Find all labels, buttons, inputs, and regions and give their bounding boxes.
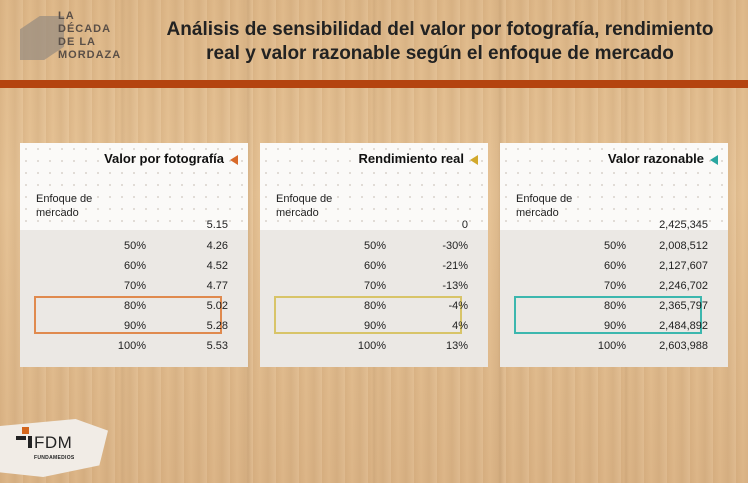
table-row: 90% 2,484,892 [500, 317, 728, 337]
row-pct: 90% [123, 320, 146, 332]
table-row: 70% 4.77 [20, 277, 248, 297]
row-value: -30% [442, 240, 468, 252]
row-pct: 80% [603, 300, 626, 312]
row-value: 2,008,512 [659, 240, 708, 252]
base-value: 2,425,345 [659, 219, 708, 231]
row-value: 4.52 [206, 260, 228, 272]
row-value: 4.26 [206, 240, 228, 252]
panel-title: Rendimiento real [358, 151, 464, 166]
table-row: 70% -13% [260, 277, 488, 297]
row-pct: 50% [123, 240, 146, 252]
row-value: 2,127,607 [659, 260, 708, 272]
panel-valor-por-fotografia: Valor por fotografía Enfoque de mercado … [20, 143, 248, 367]
panel-header: Valor razonable Enfoque de mercado 2,425… [500, 143, 728, 231]
row-pct: 90% [603, 320, 626, 332]
panel-header: Valor por fotografía Enfoque de mercado … [20, 143, 248, 231]
panel-valor-razonable: Valor razonable Enfoque de mercado 2,425… [500, 143, 728, 367]
arrow-left-icon [470, 155, 478, 165]
table-row: 100% 5.53 [20, 337, 248, 357]
footer-logo-sub: FUNDAMEDIOS [34, 455, 75, 461]
table-row: 90% 4% [260, 317, 488, 337]
row-pct: 80% [363, 300, 386, 312]
accent-bar [0, 80, 748, 88]
row-pct: 90% [363, 320, 386, 332]
row-value: -21% [442, 260, 468, 272]
panel-title: Valor razonable [607, 151, 704, 166]
panel-header: Rendimiento real Enfoque de mercado 0 [260, 143, 488, 231]
table-row: 50% 4.26 [20, 237, 248, 257]
logo-bar-icon [28, 436, 32, 448]
highlight-box [34, 296, 222, 334]
row-value: -13% [442, 280, 468, 292]
table-row: 80% 5.02 [20, 297, 248, 317]
row-value: 4.77 [206, 280, 228, 292]
base-value: 5.15 [206, 219, 228, 231]
table-row: 100% 13% [260, 337, 488, 357]
panel-body: 50% 2,008,512 60% 2,127,607 70% 2,246,702 8… [500, 230, 728, 367]
row-pct: 80% [123, 300, 146, 312]
row-value: 13% [445, 340, 468, 352]
row-pct: 70% [603, 280, 626, 292]
table-row: 50% -30% [260, 237, 488, 257]
logo-text: LA DÉCADA DE LA MORDAZA [58, 10, 122, 61]
table-row: 50% 2,008,512 [500, 237, 728, 257]
table-row: 90% 5.28 [20, 317, 248, 337]
row-pct: 50% [363, 240, 386, 252]
base-value: 0 [461, 219, 468, 231]
highlight-box [514, 296, 702, 334]
brand-logo: LA DÉCADA DE LA MORDAZA [18, 8, 130, 70]
table-row: 100% 2,603,988 [500, 337, 728, 357]
table-row: 60% 4.52 [20, 257, 248, 277]
panel-body: 50% -30% 60% -21% 70% -13% 80% -4% 90% 4% 100… [260, 230, 488, 367]
row-pct: 60% [123, 260, 146, 272]
row-value: 4% [452, 320, 468, 332]
logo-bar-icon [16, 436, 26, 440]
row-pct: 100% [357, 340, 386, 352]
row-pct: 60% [603, 260, 626, 272]
panel-rendimiento-real: Rendimiento real Enfoque de mercado 0 50… [260, 143, 488, 367]
row-value: 2,365,797 [659, 300, 708, 312]
arrow-left-icon [710, 155, 718, 165]
table-row: 80% 2,365,797 [500, 297, 728, 317]
arrow-left-icon [230, 155, 238, 165]
row-value: 5.53 [206, 340, 228, 352]
panel-sublabel: Enfoque de mercado [516, 193, 573, 219]
row-value: 2,603,988 [659, 340, 708, 352]
row-pct: 100% [597, 340, 626, 352]
row-pct: 60% [363, 260, 386, 272]
panel-title: Valor por fotografía [104, 151, 224, 166]
row-pct: 100% [117, 340, 146, 352]
row-pct: 70% [363, 280, 386, 292]
panel-body: 50% 4.26 60% 4.52 70% 4.77 80% 5.02 90% 5.28 … [20, 230, 248, 367]
row-pct: 70% [123, 280, 146, 292]
table-row: 70% 2,246,702 [500, 277, 728, 297]
row-value: 2,484,892 [659, 320, 708, 332]
footer-logo-text: FDM [34, 433, 73, 452]
table-row: 80% -4% [260, 297, 488, 317]
row-pct: 50% [603, 240, 626, 252]
logo-square-icon [22, 427, 29, 434]
page-title: Análisis de sensibilidad del valor por f… [166, 19, 714, 64]
row-value: 5.28 [206, 320, 228, 332]
panel-sublabel: Enfoque de mercado [276, 193, 333, 219]
panel-sublabel: Enfoque de mercado [36, 193, 93, 219]
highlight-box [274, 296, 462, 334]
footer-logo: FDM FUNDAMEDIOS [0, 413, 110, 483]
row-value: -4% [448, 300, 468, 312]
row-value: 2,246,702 [659, 280, 708, 292]
row-value: 5.02 [206, 300, 228, 312]
table-row: 60% 2,127,607 [500, 257, 728, 277]
table-row: 60% -21% [260, 257, 488, 277]
